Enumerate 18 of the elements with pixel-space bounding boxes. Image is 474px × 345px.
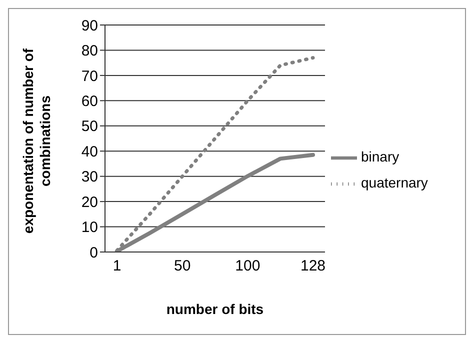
y-tick-label: 30 <box>81 168 98 186</box>
y-tick-label: 0 <box>90 244 98 262</box>
y-tick-label: 80 <box>81 42 98 60</box>
y-tick-label: 70 <box>81 68 98 85</box>
y-axis-title: exponentation of number of combinations <box>20 47 54 236</box>
legend-label: quaternary <box>361 174 428 191</box>
x-tick-label: 128 <box>300 258 326 275</box>
y-tick-label: 10 <box>81 219 98 236</box>
y-tick-label: 50 <box>81 118 98 136</box>
y-tick-label: 20 <box>81 194 98 211</box>
x-tick-label: 50 <box>174 258 191 275</box>
y-tick-label: 60 <box>81 92 98 110</box>
legend-label: binary <box>361 148 400 165</box>
y-tick-label: 90 <box>81 17 98 34</box>
y-tick-label: 40 <box>81 143 98 160</box>
x-tick-label: 1 <box>112 258 122 275</box>
x-tick-label: 100 <box>235 258 260 275</box>
x-axis-title: number of bits <box>166 301 264 317</box>
